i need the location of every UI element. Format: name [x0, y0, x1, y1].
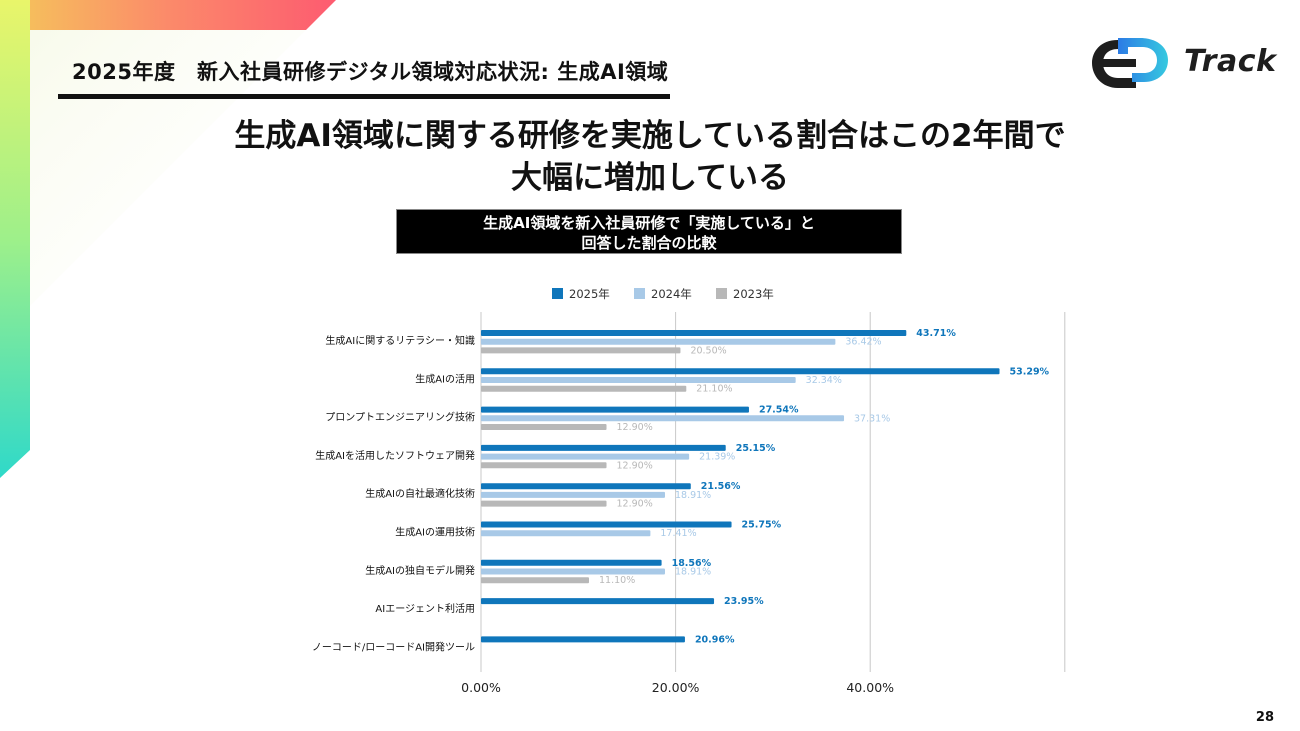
data-label: 43.71% — [916, 328, 956, 339]
legend-label: 2024年 — [651, 287, 692, 301]
data-label: 12.90% — [617, 422, 653, 433]
data-label: 25.75% — [742, 520, 782, 531]
bar-2025年 — [481, 444, 726, 451]
data-label: 21.56% — [701, 481, 741, 492]
data-label: 18.91% — [675, 567, 711, 578]
chart-title-line-1: 生成AI領域を新入社員研修で「実施している」と — [483, 214, 815, 232]
bar-2025年 — [481, 483, 691, 490]
bar-2024年 — [481, 377, 796, 383]
bar-2023年 — [481, 424, 607, 430]
bar-2025年 — [481, 521, 732, 528]
data-label: 25.15% — [736, 443, 776, 454]
header-title: 2025年度 新入社員研修デジタル領域対応状況: 生成AI領域 — [72, 60, 669, 84]
data-label: 20.50% — [690, 345, 726, 356]
corner-gradient-decoration — [0, 0, 336, 478]
category-label: 生成AIに関するリテラシー・知識 — [325, 334, 475, 347]
bar-2025年 — [481, 330, 907, 336]
category-label: 生成AIを活用したソフトウェア開発 — [315, 449, 475, 462]
data-label: 21.10% — [696, 384, 732, 395]
bar-2024年 — [481, 453, 690, 460]
legend-swatch — [716, 288, 727, 299]
logo-text: Track — [1184, 44, 1277, 79]
headline-line-2: 大幅に増加している — [510, 160, 790, 196]
data-label: 20.96% — [695, 634, 735, 645]
bar-2024年 — [481, 568, 665, 575]
headline-line-1: 生成AI領域に関する研修を実施している割合はこの2年間で — [234, 118, 1066, 154]
data-label: 27.54% — [759, 405, 799, 416]
bar-2023年 — [481, 347, 681, 354]
data-label: 12.90% — [617, 499, 653, 510]
data-label: 36.42% — [845, 337, 881, 348]
legend-swatch — [634, 288, 645, 299]
bar-2023年 — [481, 577, 590, 584]
track-logo-icon — [1092, 38, 1168, 88]
data-label: 12.90% — [617, 460, 653, 471]
category-label: 生成AIの運用技術 — [395, 526, 475, 539]
data-label: 11.10% — [599, 575, 635, 586]
bar-2024年 — [481, 491, 665, 498]
data-label: 17.41% — [660, 528, 696, 539]
category-label: 生成AIの自社最適化技術 — [365, 487, 475, 500]
bar-2024年 — [481, 338, 836, 345]
data-label: 32.34% — [806, 375, 842, 386]
category-label: AIエージェント利活用 — [375, 603, 475, 615]
category-label: プロンプトエンジニアリング技術 — [325, 411, 475, 424]
category-label: ノーコード/ローコードAI開発ツール — [312, 640, 475, 653]
data-label: 37.31% — [854, 413, 890, 424]
data-label: 18.91% — [675, 490, 711, 501]
legend-swatch — [552, 288, 563, 299]
chart-title-box: 生成AI領域を新入社員研修で「実施している」と 回答した割合の比較 — [396, 209, 902, 254]
bar-2023年 — [481, 462, 607, 469]
bar-2025年 — [481, 598, 715, 605]
category-label: 生成AIの独自モデル開発 — [365, 564, 475, 577]
bar-2025年 — [481, 636, 685, 643]
bar-2023年 — [481, 385, 687, 392]
page-number: 28 — [1255, 710, 1274, 725]
chart-title-line-2: 回答した割合の比較 — [581, 234, 717, 252]
bar-2025年 — [481, 406, 749, 413]
bar-2025年 — [481, 368, 1000, 375]
x-tick-label: 20.00% — [652, 680, 700, 695]
bar-2025年 — [481, 559, 662, 566]
header-rule — [58, 94, 670, 99]
data-label: 18.56% — [672, 558, 712, 569]
data-label: 53.29% — [1010, 366, 1050, 377]
legend-label: 2023年 — [733, 287, 774, 301]
data-label: 23.95% — [724, 596, 764, 607]
category-label: 生成AIの活用 — [415, 372, 475, 385]
bar-2024年 — [481, 530, 651, 537]
x-tick-label: 0.00% — [461, 680, 501, 695]
x-tick-label: 40.00% — [846, 680, 894, 695]
bar-2023年 — [481, 500, 607, 507]
bar-2024年 — [481, 415, 845, 422]
data-label: 21.39% — [699, 452, 735, 463]
legend-label: 2025年 — [569, 287, 610, 301]
